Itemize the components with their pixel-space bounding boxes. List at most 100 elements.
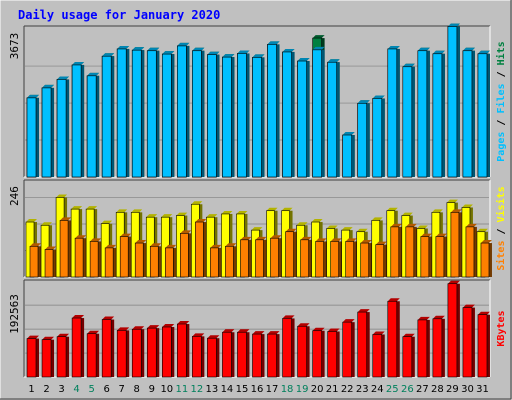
bar-files	[402, 66, 413, 178]
bar-kbytes-top	[267, 331, 280, 335]
bar-kbytes-side	[291, 318, 295, 377]
bar-files-side	[231, 57, 235, 177]
bar-files	[116, 48, 127, 178]
x-tick-label: 30	[461, 384, 474, 395]
x-tick-label: 25	[386, 384, 399, 395]
bar-sites-side	[398, 226, 402, 277]
x-tick-label: 22	[341, 384, 354, 395]
bar-files	[327, 61, 337, 178]
bar-sites	[345, 241, 354, 278]
bar-files-top	[417, 47, 430, 51]
bar-kbytes-top	[27, 335, 39, 339]
bar-kbytes-side	[426, 319, 430, 377]
bar-kbytes	[297, 325, 307, 378]
bar-kbytes	[207, 337, 217, 378]
bar-kbytes	[462, 307, 473, 378]
bar-files-top	[327, 59, 340, 63]
bar-sites-side	[53, 249, 57, 277]
bar-kbytes	[177, 323, 187, 378]
bar-files-top	[222, 54, 235, 58]
bar-kbytes-side	[126, 330, 130, 377]
bar-kbytes	[131, 328, 142, 378]
y-tick-label: 192563	[8, 294, 21, 334]
bar-kbytes-side	[336, 331, 340, 377]
bar-kbytes-top	[342, 319, 355, 323]
bar-sites	[375, 244, 385, 278]
bar-files	[462, 50, 473, 178]
bar-sites	[89, 241, 99, 278]
bar-kbytes	[282, 318, 292, 378]
bar-sites	[420, 236, 430, 278]
bar-kbytes	[267, 333, 277, 378]
bar-kbytes-top	[252, 331, 265, 335]
bar-files	[177, 45, 187, 178]
bar-visits-top	[26, 219, 37, 223]
bar-sites-top	[465, 223, 477, 227]
bar-sites-side	[83, 238, 87, 277]
bar-files-top	[237, 50, 250, 54]
bar-sites-top	[480, 240, 492, 244]
bar-files	[312, 49, 322, 178]
bar-files-top	[297, 58, 310, 62]
bar-files-top	[477, 50, 490, 54]
bar-files-side	[381, 98, 385, 177]
bar-sites	[119, 236, 129, 278]
bar-visits-top	[206, 214, 218, 218]
bar-visits-top	[461, 204, 473, 208]
bar-files-top	[432, 50, 445, 54]
bar-visits-top	[221, 210, 233, 214]
bar-sites-side	[293, 231, 297, 277]
bar-kbytes	[71, 317, 82, 378]
bar-sites-top	[75, 235, 87, 239]
bar-visits-top	[326, 225, 338, 229]
bar-sites-top	[120, 233, 132, 237]
bar-sites-side	[458, 212, 462, 277]
bar-files	[222, 56, 232, 178]
bar-kbytes-top	[372, 331, 385, 335]
bar-kbytes	[342, 321, 352, 378]
bar-files-top	[312, 46, 325, 50]
bar-files-top	[342, 132, 355, 136]
bar-kbytes	[372, 334, 383, 378]
bar-sites-top	[105, 244, 117, 248]
bar-kbytes-top	[57, 333, 70, 337]
bar-sites-top	[345, 238, 357, 242]
bar-files	[207, 54, 217, 178]
bar-sites-top	[315, 238, 327, 242]
bars	[25, 194, 492, 278]
bar-sites-top	[285, 228, 297, 232]
bar-kbytes-side	[141, 329, 145, 377]
bar-sites	[164, 247, 174, 278]
bar-sites-side	[248, 239, 252, 277]
bar-kbytes-side	[231, 332, 235, 377]
panel-2: 246 Sites / Visits	[8, 179, 507, 278]
bar-kbytes-side	[156, 328, 160, 377]
chart-panels: 3673 Pages / Files / Hits 246 Sites / Visit…	[8, 23, 507, 378]
bar-files-top	[282, 48, 295, 52]
bar-sites	[360, 242, 370, 278]
bar-files-top	[462, 47, 475, 51]
bar-files	[417, 50, 428, 178]
bar-visits-top	[281, 207, 293, 211]
bars	[26, 280, 490, 378]
panel-3: 192563 KBytes	[8, 279, 507, 378]
bar-kbytes-side	[366, 312, 370, 377]
bar-kbytes-side	[36, 338, 39, 377]
bar-sites-top	[180, 230, 192, 234]
bar-files-side	[126, 48, 130, 178]
bar-files-side	[336, 62, 340, 177]
bar-sites	[59, 220, 69, 278]
bar-kbytes	[477, 314, 488, 378]
bar-kbytes-top	[462, 304, 475, 308]
x-tick-label: 9	[149, 384, 155, 395]
bar-kbytes-side	[411, 336, 415, 377]
bar-files-top	[357, 100, 370, 104]
bar-sites-top	[360, 240, 372, 244]
bar-sites	[405, 226, 415, 278]
bar-kbytes-top	[207, 335, 220, 339]
bar-visits-top	[191, 201, 203, 205]
bar-visits-top	[371, 217, 383, 221]
bar-kbytes-side	[261, 334, 265, 377]
bar-sites-side	[488, 243, 492, 277]
bar-sites-side	[383, 244, 387, 277]
